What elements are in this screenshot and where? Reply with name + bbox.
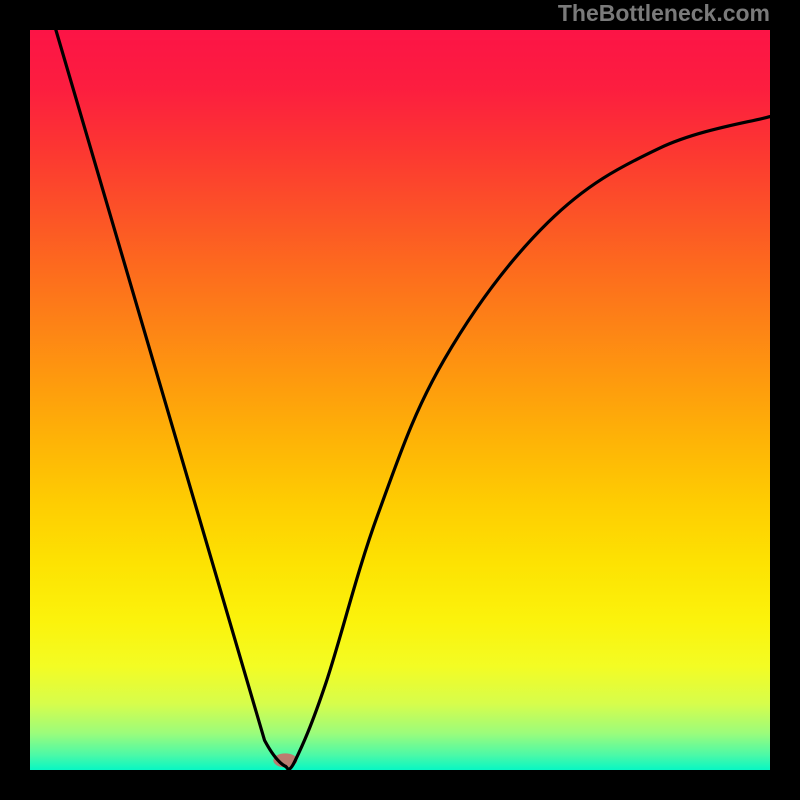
plot-area [30, 30, 770, 770]
bottleneck-curve [56, 30, 770, 769]
chart-container: TheBottleneck.com [0, 0, 800, 800]
curve-layer [30, 30, 770, 770]
watermark-text: TheBottleneck.com [558, 0, 770, 27]
